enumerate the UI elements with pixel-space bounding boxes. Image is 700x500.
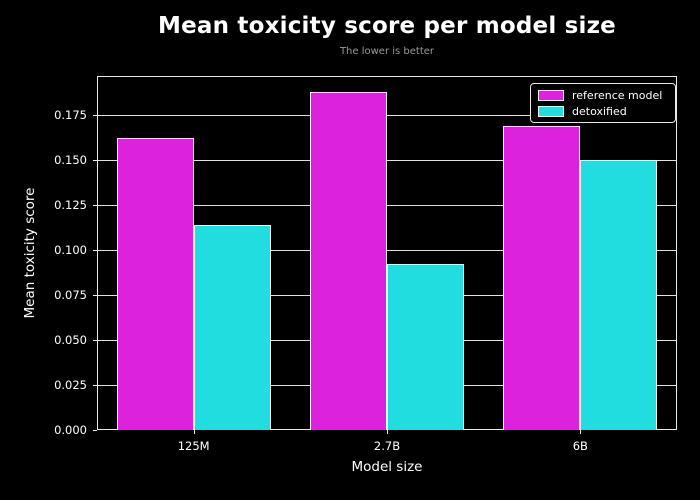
- x-tick-label-125M: 125M: [177, 439, 210, 453]
- x-tick-label-2.7B: 2.7B: [373, 439, 401, 453]
- legend-item-detoxified: detoxified: [538, 105, 668, 118]
- gridline-0.175: [98, 115, 676, 117]
- chart-subtitle: The lower is better: [339, 46, 435, 57]
- y-tick-label-0.050: 0.050: [54, 333, 87, 347]
- x-axis-label: Model size: [351, 459, 423, 475]
- x-tick-125M: [193, 430, 195, 434]
- bar-detoxified-125M: [193, 224, 271, 430]
- y-tick-0.000: [93, 430, 97, 431]
- y-tick-0.150: [93, 160, 97, 162]
- x-tick-2.7B: [387, 430, 388, 434]
- y-tick-0.075: [93, 295, 97, 297]
- y-tick-0.125: [93, 205, 97, 207]
- gridline-0.125: [98, 205, 676, 207]
- y-tick-0.100: [93, 250, 97, 252]
- y-tick-label-0.150: 0.150: [54, 153, 87, 168]
- y-tick-0.025: [93, 385, 97, 386]
- chart-title: Mean toxicity score per model size: [158, 13, 616, 39]
- legend: reference model detoxified: [530, 83, 676, 123]
- y-tick-0.050: [93, 340, 97, 341]
- legend-item-reference-model: reference model: [538, 89, 668, 102]
- y-tick-label-0.100: 0.100: [54, 243, 87, 258]
- y-tick-label-0.125: 0.125: [54, 198, 87, 213]
- x-tick-6B: [580, 430, 582, 434]
- y-axis-label: Mean toxicity score: [22, 187, 38, 319]
- y-tick-label-0.000: 0.000: [54, 423, 87, 437]
- legend-label-reference-model: reference model: [572, 88, 663, 102]
- legend-label-detoxified: detoxified: [572, 104, 627, 118]
- legend-swatch-reference-model: [538, 89, 564, 101]
- legend-swatch-detoxified: [538, 105, 564, 117]
- y-tick-label-0.175: 0.175: [54, 108, 87, 123]
- bar-reference-model-2.7B: [310, 91, 387, 430]
- y-tick-0.175: [93, 115, 97, 117]
- gridline-0.150: [98, 160, 676, 162]
- bar-detoxified-6B: [580, 160, 658, 430]
- bar-reference-model-125M: [116, 138, 194, 430]
- bar-reference-model-6B: [503, 125, 581, 430]
- bar-detoxified-2.7B: [387, 264, 464, 430]
- y-tick-label-0.025: 0.025: [54, 378, 87, 392]
- x-tick-label-6B: 6B: [572, 439, 588, 453]
- y-tick-label-0.075: 0.075: [54, 288, 87, 303]
- gridline-0.100: [98, 250, 676, 252]
